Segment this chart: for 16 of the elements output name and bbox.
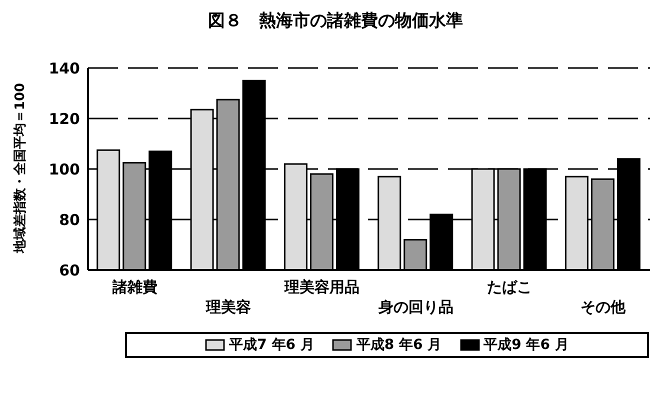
y-tick-label: 120 [48,110,80,128]
y-tick-label: 140 [48,59,80,78]
y-tick-label: 60 [59,261,80,280]
y-tick-label: 80 [59,210,80,229]
legend-label: 平成9 年6 月 [484,336,569,354]
x-tick-label: 理美容 [205,298,251,316]
x-tick-label: 理美容用品 [284,278,360,296]
y-axis-title: 地域差指数・全国平均＝100 [13,82,28,254]
x-tick-label: その他 [580,298,627,316]
legend-label: 平成7 年6 月 [229,336,314,354]
x-tick-label: たばこ [487,278,532,296]
x-tick-label: 身の回り品 [377,298,454,316]
chart-title: 図８ 熱海市の諸雑費の物価水準 [207,10,464,33]
y-tick-label: 100 [48,160,80,178]
x-tick-label: 諸雑費 [111,278,158,296]
legend-label: 平成8 年6 月 [356,336,442,354]
